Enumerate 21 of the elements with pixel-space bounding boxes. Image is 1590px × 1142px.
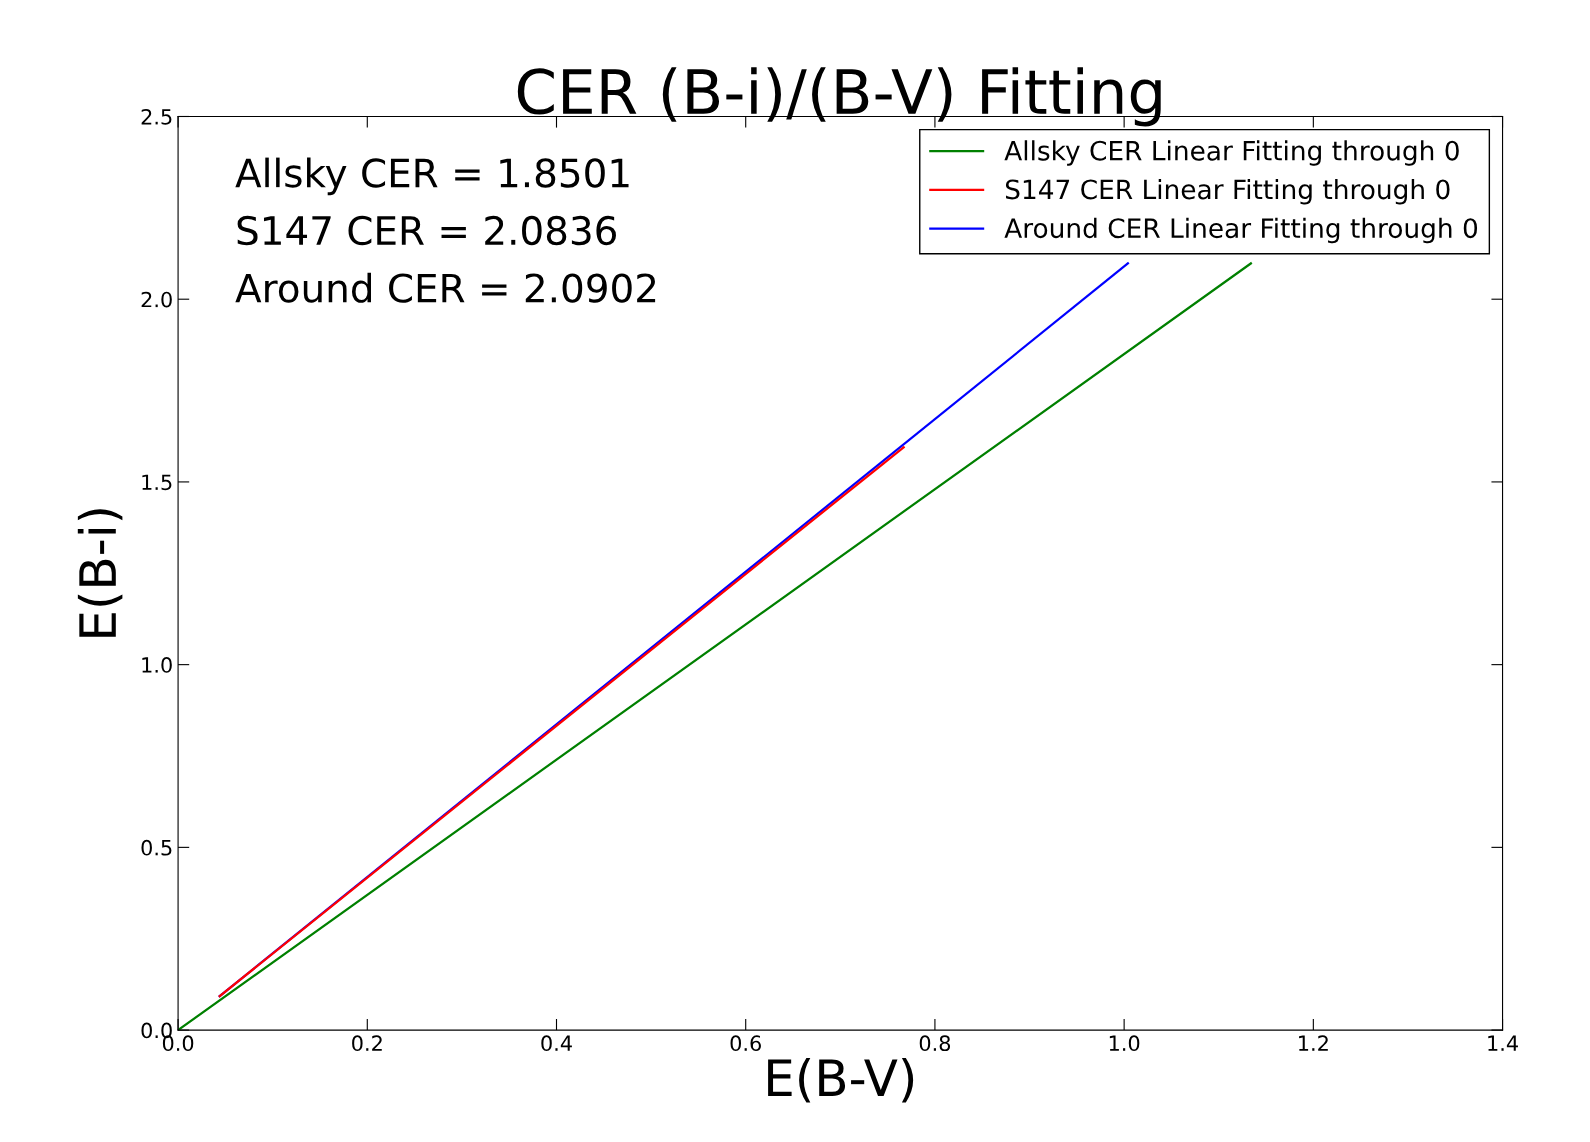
x-axis-title: E(B-V) xyxy=(768,1057,914,1103)
x-tick-label: 0.2 xyxy=(352,1035,382,1052)
x-tick-label: 0.4 xyxy=(541,1035,572,1052)
y-axis-title: E(B-i) xyxy=(77,509,123,637)
y-tick-label: 2.0 xyxy=(141,291,172,308)
legend-label: S147 CER Linear Fitting through 0 xyxy=(1005,178,1450,205)
annotation: S147 CER = 2.0836 xyxy=(237,215,616,246)
y-tick-label: 1.0 xyxy=(142,657,172,673)
annotation: Allsky CER = 1.8501 xyxy=(235,157,629,196)
legend-label: Around CER Linear Fitting through 0 xyxy=(1004,217,1478,244)
legend-label: Allsky CER Linear Fitting through 0 xyxy=(1004,140,1459,166)
y-tick-label: 0.5 xyxy=(141,839,172,856)
y-tick-label: 2.5 xyxy=(141,108,172,125)
x-tick-label: 0.8 xyxy=(919,1035,951,1052)
x-tick-label: 1.4 xyxy=(1488,1035,1518,1051)
annotation: Around CER = 2.0902 xyxy=(235,272,656,303)
x-tick-label: 1.2 xyxy=(1299,1035,1328,1051)
x-tick-label: 1.0 xyxy=(1109,1035,1140,1052)
chart-title: CER (B-i)/(B-V) Fitting xyxy=(517,67,1161,127)
x-tick-label: 0.6 xyxy=(730,1035,761,1052)
y-tick-label: 1.5 xyxy=(142,474,172,491)
